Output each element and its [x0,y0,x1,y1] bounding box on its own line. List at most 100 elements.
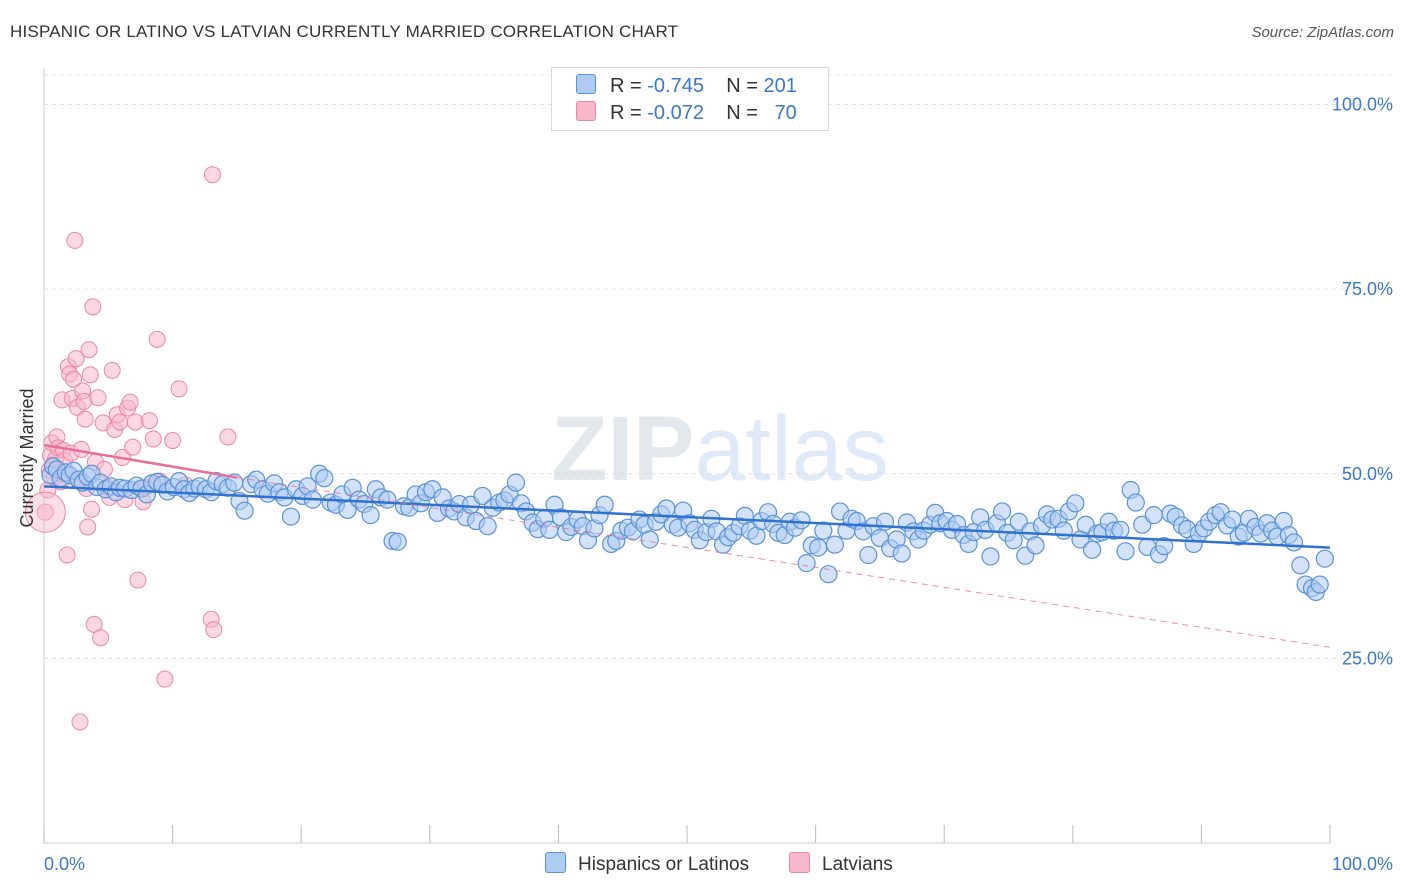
bottom-legend-label: Hispanics or Latinos [578,854,750,875]
hispanic-point [1082,540,1102,559]
hispanic-point [235,501,254,520]
hispanic-point [1223,510,1242,529]
legend-n-label: N = [726,75,758,97]
latvian-point [71,713,89,731]
hispanic-point [595,495,614,514]
hispanic-point [981,547,1000,566]
latvian-point [124,438,142,456]
hispanic-point [892,544,911,563]
latvian-trend-extension [236,476,1331,648]
hispanic-point [1144,506,1163,525]
latvian-point [148,330,166,348]
latvian-point [129,571,147,589]
latvian-point [111,413,129,431]
hispanic-point [1004,531,1023,550]
hispanic-point [1054,521,1073,540]
y-tick-label: 50.0% [1342,464,1393,484]
hispanic-points [41,457,1334,602]
hispanic-point [1116,542,1135,561]
hispanic-point [640,530,659,549]
hispanic-point [657,499,676,518]
latvian-point [156,670,174,688]
trend-lines [43,443,1331,648]
y-axis-label: Currently Married [17,388,37,527]
hispanic-point [1310,575,1329,594]
hispanic-trend-line [43,485,1331,549]
latvian-point [121,393,139,411]
latvian-trend-line [43,443,238,479]
x-tick-label-min: 0.0% [44,854,85,874]
latvian-point [140,412,158,430]
legend-swatch-blue [576,74,596,94]
bottom-legend-hispanic: Hispanics or Latinos [545,852,749,876]
latvian-point [144,430,162,448]
latvian-point [66,231,84,249]
hispanic-point [361,506,380,525]
latvian-point [89,389,107,407]
latvian-point-large [24,491,66,533]
latvian-point [79,518,97,536]
chart-title: HISPANIC OR LATINO VS LATVIAN CURRENTLY … [10,22,679,41]
legend-r-value: -0.745 [647,75,704,97]
hispanic-point [1066,494,1085,513]
hispanic-point [281,507,301,526]
y-tick-label: 25.0% [1342,648,1393,668]
latvian-point [58,546,76,564]
latvian-point [126,413,144,431]
hispanic-point [478,517,497,536]
source-credit: Source: ZipAtlas.com [1251,24,1394,41]
hispanic-point [809,538,828,557]
x-tick-label-max: 100.0% [1332,854,1393,874]
latvian-point [36,503,54,521]
hispanic-point [1126,493,1145,512]
legend-row-latvian: R = -0.072 N = 70 [576,101,797,129]
legend-n-label: N = [726,102,758,124]
latvian-point [80,341,98,359]
bottom-legend-label: Latvians [822,854,893,875]
hispanic-point [1291,556,1310,575]
latvian-point [65,370,83,388]
hispanic-point [792,511,811,530]
y-tick-label: 75.0% [1342,279,1393,299]
hispanic-point [1284,533,1304,552]
latvian-point [83,500,101,518]
latvian-point [205,621,223,639]
latvian-point [76,410,94,428]
hispanic-point [506,473,526,492]
hispanic-point [819,565,838,584]
hispanic-point [1026,536,1045,555]
legend-swatch-pink [576,101,596,121]
latvian-point [219,428,237,446]
bottom-legend-swatch-blue [545,852,566,873]
legend-n-value: 201 [763,75,797,97]
latvian-point [92,629,110,647]
bottom-legend-latvian: Latvians [789,852,893,876]
latvian-point [164,432,182,450]
hispanic-point [1111,520,1130,539]
hispanic-point [1315,549,1334,568]
latvian-point [67,350,85,368]
hispanic-point [473,486,492,506]
y-tick-label: 100.0% [1332,95,1393,115]
tick-labels: 25.0% 50.0% 75.0% 100.0% 0.0% 100.0% [44,95,1393,874]
hispanic-point [388,532,407,551]
hispanic-point [1155,537,1174,556]
latvian-point [170,380,188,398]
legend-r-value: -0.072 [647,102,704,124]
latvian-point [103,361,121,379]
hispanic-point [315,469,334,488]
latvian-point [203,166,221,184]
legend-r-label: R = [610,75,642,97]
hispanic-point [859,545,878,565]
latvian-point [84,298,102,316]
latvian-point [75,392,93,410]
grid-layer [44,74,1392,659]
hispanic-point [992,502,1012,521]
hispanic-point [825,535,844,554]
hispanic-point [797,554,816,573]
legend-r-label: R = [610,102,642,124]
watermark: ZIPatlas [551,398,888,500]
bottom-legend-swatch-pink [789,852,810,873]
latvian-point [81,366,99,384]
